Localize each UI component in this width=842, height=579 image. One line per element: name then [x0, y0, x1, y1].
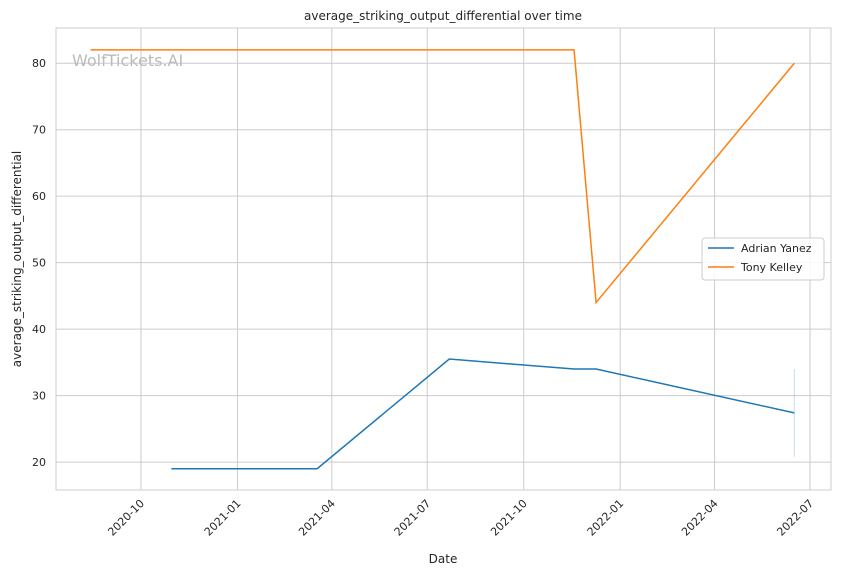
y-tick-label: 60: [32, 190, 46, 203]
y-tick-label: 40: [32, 323, 46, 336]
series-line-adrian-yanez: [171, 358, 795, 470]
y-axis-label: average_striking_output_differential: [10, 151, 24, 367]
x-tick-label: 2021-01: [202, 497, 244, 539]
y-tick-label: 30: [32, 390, 46, 403]
x-tick-label: 2022-04: [679, 497, 721, 539]
x-tick-label: 2021-04: [296, 497, 338, 539]
x-tick-label: 2022-01: [585, 497, 627, 539]
legend: Adrian Yanez Tony Kelley: [701, 237, 825, 281]
x-tick-label: 2021-07: [392, 497, 434, 539]
plot-area: [55, 27, 832, 491]
x-axis-label: Date: [429, 552, 458, 566]
watermark: WolfTickets.AI: [72, 51, 183, 70]
x-tick-label: 2020-10: [105, 497, 147, 539]
legend-label: Adrian Yanez: [741, 242, 812, 255]
series-line-tony-kelley: [90, 49, 795, 305]
y-tick-label: 20: [32, 456, 46, 469]
x-tick-label: 2021-10: [488, 497, 530, 539]
y-tick-label: 80: [32, 57, 46, 70]
y-tick-label: 70: [32, 124, 46, 137]
x-tick-label: 2022-07: [774, 497, 816, 539]
y-tick-label: 50: [32, 257, 46, 270]
chart-title: average_striking_output_differential ove…: [304, 9, 582, 23]
legend-label: Tony Kelley: [740, 261, 803, 274]
